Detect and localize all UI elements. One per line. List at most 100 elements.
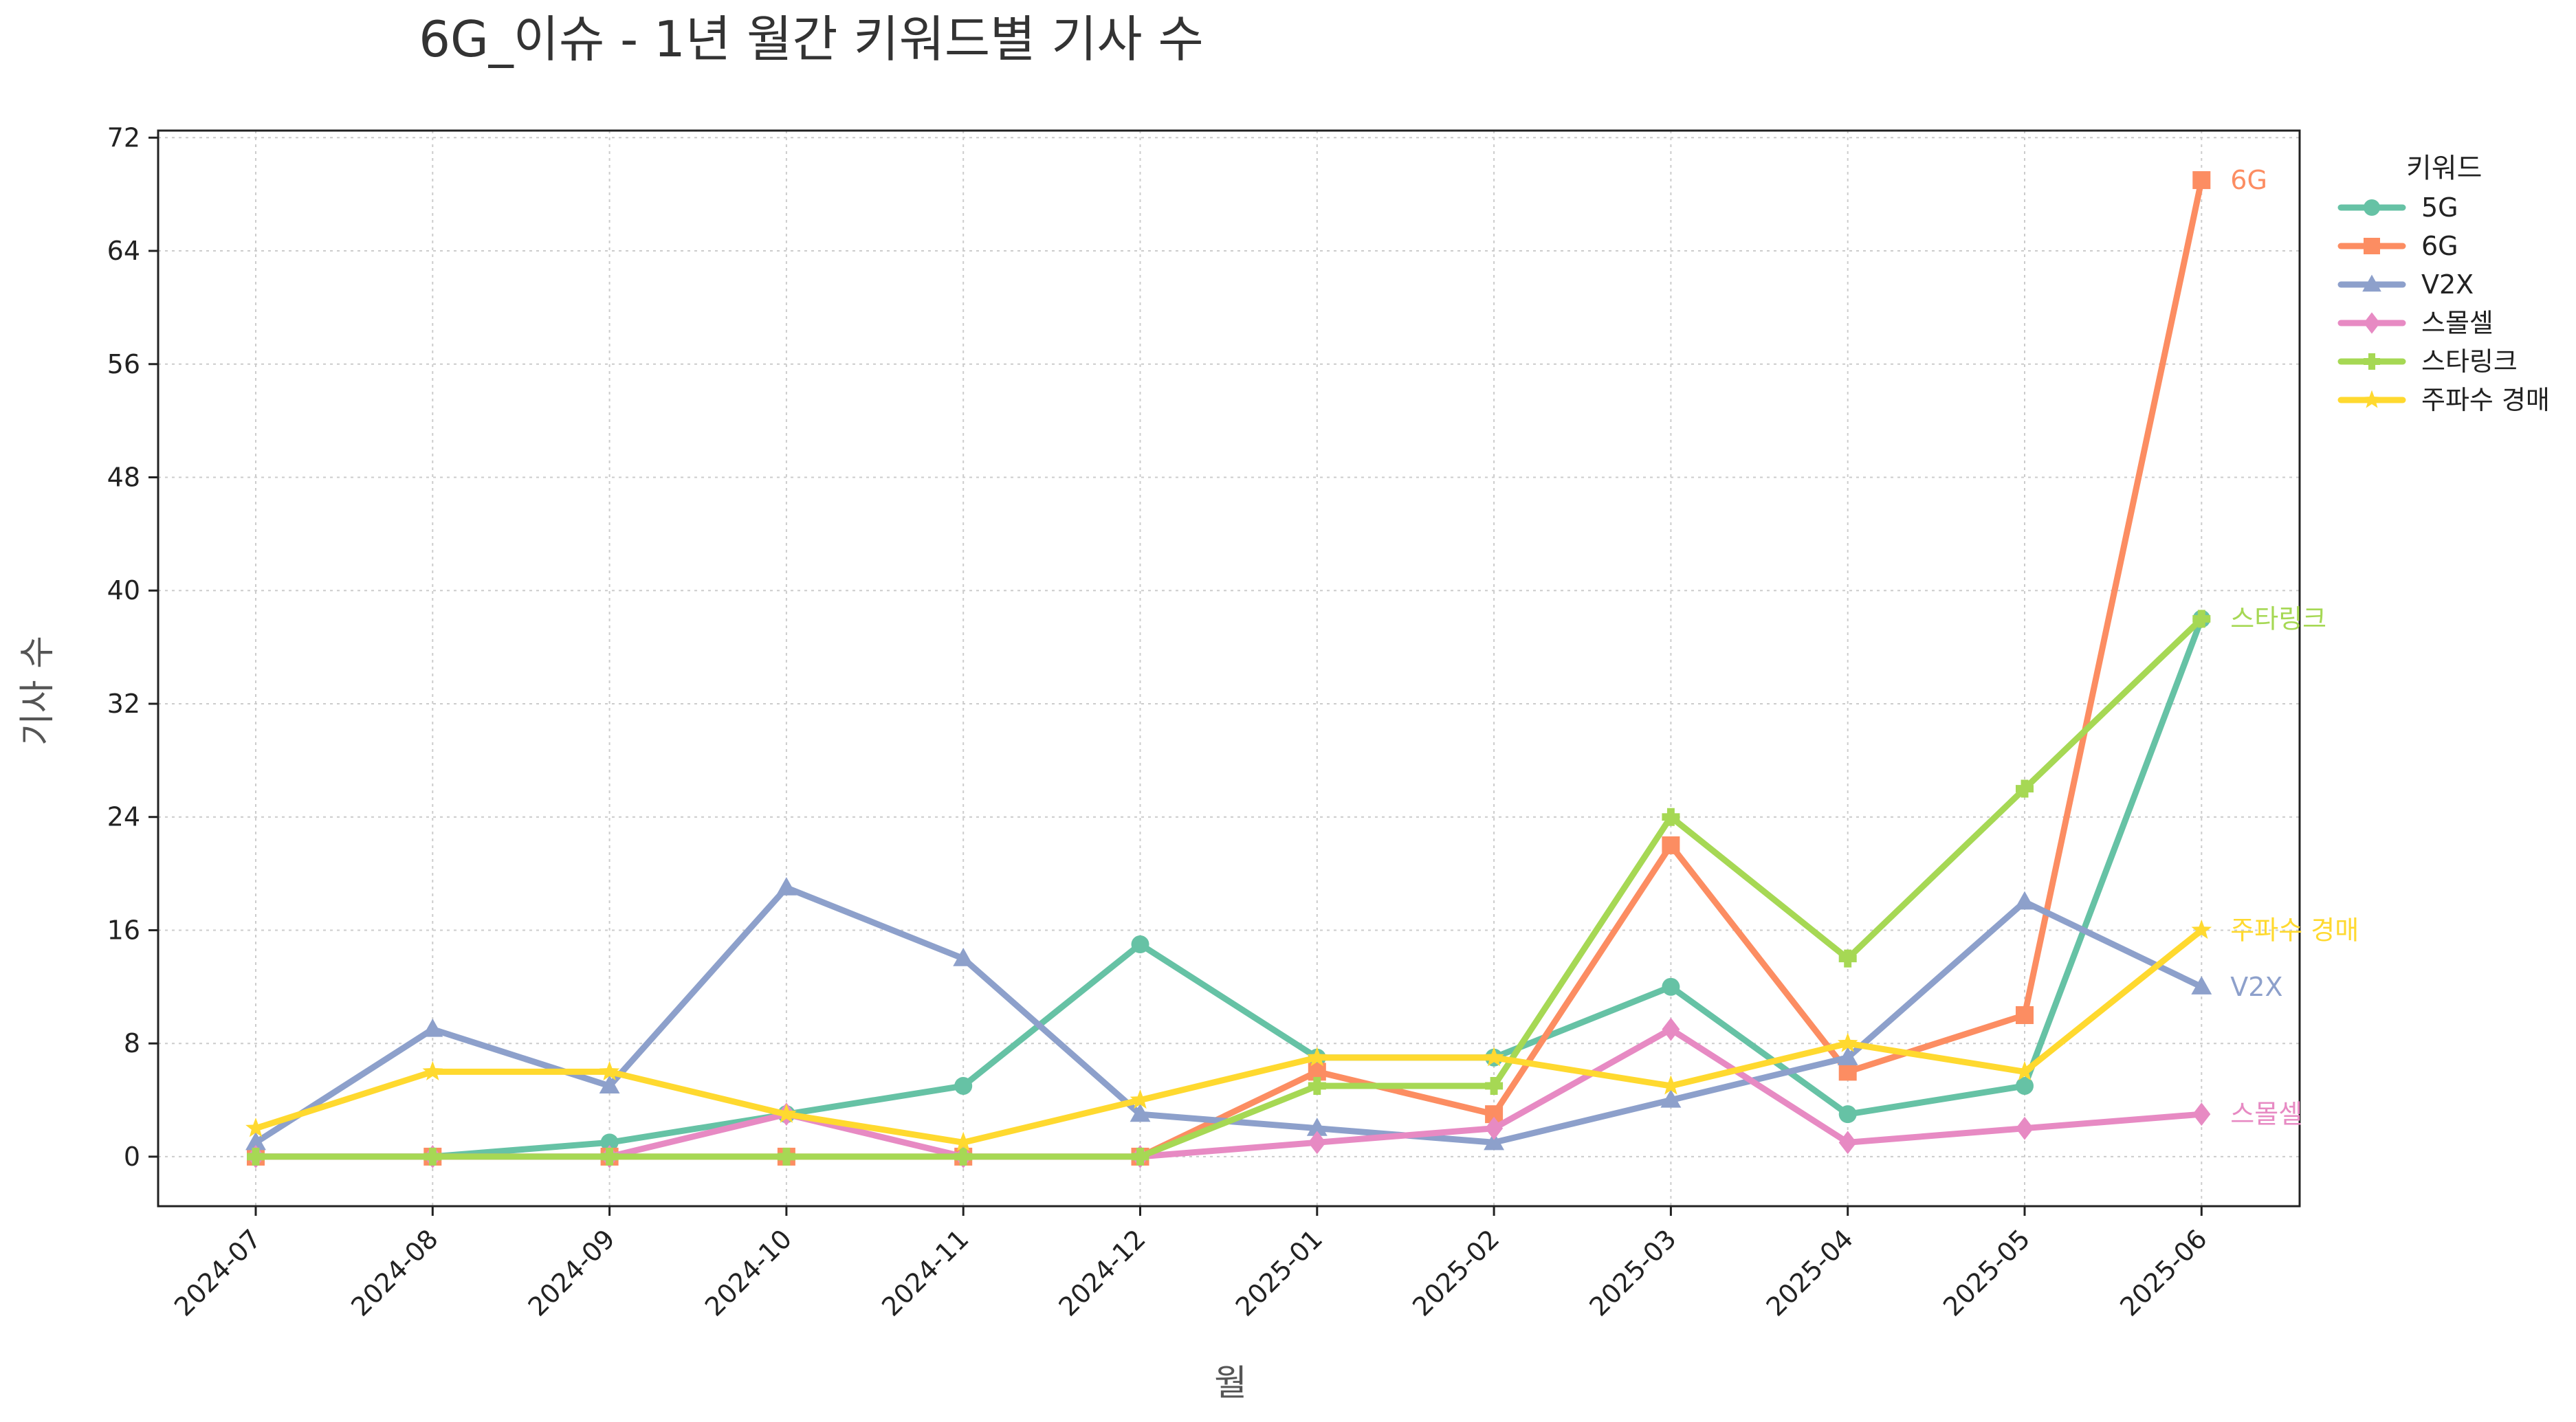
legend-label: 주파수 경매 [2421,385,2550,415]
data-point [247,1147,265,1166]
data-point [1662,836,1680,854]
data-point [2191,919,2212,940]
legend-entry: 5G [2337,192,2458,223]
legend-title: 키워드 [2406,153,2482,184]
series-end-label: 주파수 경매 [2230,915,2359,945]
data-point [2192,1102,2211,1126]
y-tick-label: 16 [107,915,140,945]
series-line [252,927,2205,1146]
y-tick-label: 48 [107,463,140,493]
data-point [1838,949,1857,968]
data-point [599,1060,620,1080]
data-point [1130,1089,1151,1109]
series-line [252,615,2205,1160]
data-point [1308,1076,1326,1095]
legend-entry: 스몰셀 [2337,308,2494,338]
y-axis-label: 기사 수 [17,636,58,746]
data-point [2192,171,2211,190]
data-point [1837,1047,1858,1065]
data-point [2016,1116,2034,1140]
data-point [1838,1105,1857,1124]
series-layer [245,171,2212,1168]
series-line [252,177,2205,1160]
y-tick-label: 40 [107,575,140,606]
data-point [2191,976,2212,995]
x-tick-label: 2025-01 [1230,1223,1328,1322]
data-point [1131,1147,1149,1166]
legend-swatch-marker [2362,274,2381,292]
y-tick-label: 32 [107,689,140,719]
data-point [1485,1076,1504,1095]
data-point [1660,1089,1682,1108]
data-point [1838,1063,1857,1081]
data-point [953,948,974,966]
data-point [1838,1131,1857,1155]
data-point [599,1075,620,1094]
legend-label: 스몰셀 [2421,308,2494,338]
data-point [2016,1076,2034,1095]
series-2 [245,877,2212,1151]
data-point [1662,808,1680,826]
data-point [2014,1060,2035,1080]
x-tick-label: 2024-07 [168,1223,267,1322]
legend-entry: 6G [2337,231,2458,261]
x-tick-label: 2024-10 [699,1223,797,1322]
y-tick-label: 8 [124,1028,140,1058]
data-point [245,1131,266,1151]
data-point [2016,779,2034,798]
legend-swatch-marker [2364,199,2380,216]
data-point [245,1118,266,1137]
series-4 [247,610,2211,1166]
legend-entry: 주파수 경매 [2337,385,2550,415]
x-axis-label: 월 [1214,1363,1247,1404]
data-point [1837,1032,1858,1052]
legend-label: 스타링크 [2421,346,2518,377]
data-point [600,1133,619,1152]
data-point [954,1076,973,1095]
x-tick-label: 2024-12 [1053,1223,1151,1322]
legend-entry: 스타링크 [2337,346,2518,377]
x-tick-label: 2024-08 [345,1223,443,1322]
data-point [1306,1118,1328,1136]
legend-swatch-marker [2364,312,2380,334]
y-tick-label: 72 [107,122,140,153]
legend-label: 6G [2421,231,2458,261]
y-tick-label: 0 [124,1142,140,1172]
legend-label: V2X [2421,269,2474,300]
legend-label: 5G [2421,192,2458,223]
y-tick-label: 24 [107,802,140,832]
data-point [953,1131,973,1151]
y-tick-label: 56 [107,349,140,379]
data-point [775,877,797,896]
data-point [1485,1116,1504,1140]
data-point [776,1103,797,1123]
axes: 2024-07 2024-08 2024-09 2024-10 2024-11 2024-… [107,122,2213,1322]
series-line [252,615,2205,1160]
data-point [2192,610,2211,628]
data-point [1662,1017,1680,1041]
data-point [1484,1131,1505,1151]
series-5 [245,919,2212,1151]
plot-frame [157,129,2301,1208]
data-point [1484,1047,1504,1067]
data-point [777,1147,795,1166]
data-point [1660,1075,1682,1095]
x-tick-label: 2025-04 [1761,1223,1859,1322]
series-end-label: 스몰셀 [2230,1099,2302,1129]
series-end-label: 스타링크 [2230,603,2326,634]
y-tick-label: 64 [107,236,140,266]
series-0 [247,610,2211,1166]
data-point [1308,1131,1326,1155]
legend-entry: V2X [2337,269,2474,300]
series-line [252,1026,2205,1160]
data-point [954,1147,973,1166]
x-tick-label: 2025-06 [2114,1223,2212,1322]
data-point [2016,1006,2034,1025]
data-point [423,1147,442,1166]
series-end-label: 6G [2230,165,2267,195]
data-point [2014,891,2035,910]
legend-swatch-marker [2362,390,2381,408]
